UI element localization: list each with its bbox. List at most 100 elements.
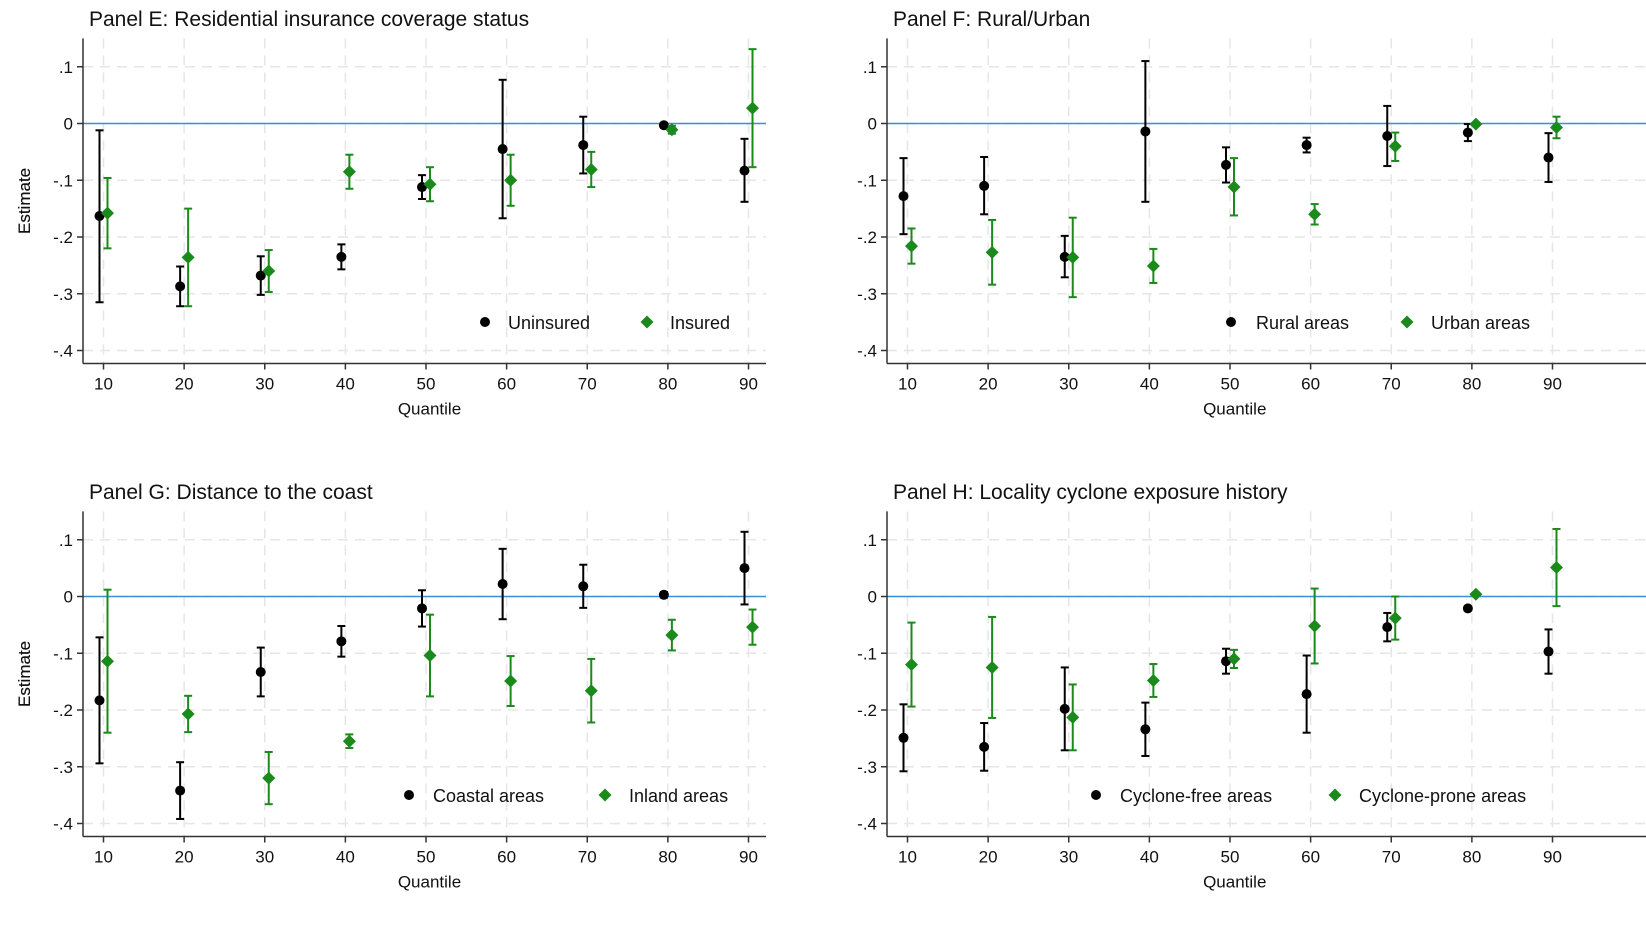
- data-point: [1550, 120, 1563, 134]
- x-tick-label: 10: [94, 375, 113, 394]
- data-point: [262, 264, 276, 278]
- data-point: [1221, 159, 1231, 170]
- data-point: [181, 250, 195, 264]
- data-point: [1388, 139, 1402, 153]
- x-tick-label: 10: [898, 375, 917, 394]
- x-tick-label: 10: [94, 848, 113, 867]
- legend-marker: [1328, 788, 1342, 802]
- data-point: [898, 732, 909, 743]
- data-point: [739, 563, 750, 574]
- data-point: [504, 173, 518, 187]
- data-point: [342, 165, 356, 179]
- x-tick-label: 10: [898, 848, 917, 867]
- x-axis-title: Quantile: [398, 873, 461, 892]
- data-point: [1388, 611, 1402, 625]
- legend-marker: [1400, 315, 1414, 329]
- data-point: [423, 177, 437, 191]
- x-tick-label: 70: [1382, 375, 1401, 394]
- data-point: [1146, 259, 1160, 273]
- x-tick-label: 80: [658, 375, 677, 394]
- data-point: [1308, 207, 1322, 221]
- y-tick-label: -.4: [857, 815, 877, 834]
- data-point: [739, 165, 750, 176]
- data-point: [336, 636, 347, 647]
- data-point: [336, 251, 347, 262]
- data-point: [665, 123, 679, 137]
- data-point: [1382, 622, 1393, 633]
- data-point: [1066, 250, 1080, 264]
- chart-title: Panel E: Residential insurance coverage …: [89, 8, 529, 31]
- legend-label: Insured: [670, 313, 730, 333]
- y-tick-label: -.4: [53, 342, 73, 361]
- x-tick-label: 90: [739, 848, 758, 867]
- data-point: [985, 660, 999, 674]
- data-point: [665, 628, 679, 642]
- y-tick-label: -.4: [857, 342, 877, 361]
- panel-0: Panel E: Residential insurance coverage …: [15, 8, 766, 419]
- data-point: [423, 649, 437, 663]
- data-point: [1462, 127, 1473, 138]
- data-point: [979, 180, 990, 191]
- data-point: [1543, 646, 1554, 657]
- data-point: [746, 101, 759, 115]
- y-tick-label: .1: [59, 531, 73, 550]
- data-point: [905, 658, 918, 672]
- data-point: [1059, 703, 1070, 714]
- y-tick-label: -.1: [857, 171, 877, 190]
- legend-label: Uninsured: [508, 313, 590, 333]
- data-point: [1301, 140, 1312, 151]
- x-tick-label: 60: [1301, 848, 1320, 867]
- data-point: [262, 771, 276, 785]
- data-point: [1140, 724, 1151, 735]
- x-tick-label: 50: [1221, 848, 1240, 867]
- y-tick-label: -.4: [53, 815, 73, 834]
- x-axis-title: Quantile: [398, 400, 461, 419]
- y-tick-label: 0: [64, 115, 73, 134]
- x-tick-label: 40: [336, 848, 355, 867]
- data-point: [1462, 603, 1473, 614]
- y-tick-label: 0: [64, 588, 73, 607]
- data-point: [94, 695, 105, 706]
- y-tick-label: 0: [868, 115, 877, 134]
- data-point: [1301, 689, 1312, 700]
- y-axis-title: Estimate: [15, 168, 34, 234]
- y-tick-label: 0: [868, 588, 877, 607]
- data-point: [101, 206, 114, 220]
- x-tick-label: 50: [417, 375, 436, 394]
- y-tick-label: .1: [863, 58, 877, 77]
- legend-marker: [480, 317, 490, 327]
- data-point: [1308, 619, 1322, 633]
- x-tick-label: 20: [175, 848, 194, 867]
- y-axis-title: Estimate: [15, 641, 34, 707]
- chart-title: Panel F: Rural/Urban: [893, 8, 1090, 31]
- legend-marker: [404, 790, 414, 800]
- x-tick-label: 60: [1301, 375, 1320, 394]
- x-axis-title: Quantile: [1203, 873, 1266, 892]
- data-point: [1550, 561, 1563, 575]
- data-point: [1059, 251, 1070, 262]
- legend-marker: [640, 315, 654, 329]
- legend-marker: [598, 788, 612, 802]
- y-tick-label: .1: [863, 531, 877, 550]
- y-tick-label: -.2: [857, 701, 877, 720]
- series-1: [101, 588, 759, 806]
- data-point: [584, 684, 598, 698]
- data-point: [1227, 180, 1241, 194]
- data-point: [1066, 710, 1080, 724]
- series-0: [94, 78, 750, 308]
- data-point: [1227, 652, 1241, 666]
- x-tick-label: 40: [1140, 375, 1159, 394]
- y-tick-label: -.3: [857, 285, 877, 304]
- y-tick-label: -.2: [53, 701, 73, 720]
- data-point: [255, 666, 266, 677]
- chart-title: Panel G: Distance to the coast: [89, 481, 373, 504]
- data-point: [175, 281, 186, 292]
- data-point: [1469, 117, 1483, 131]
- x-tick-label: 90: [739, 375, 758, 394]
- x-tick-label: 60: [497, 848, 516, 867]
- data-point: [584, 162, 598, 176]
- data-point: [504, 674, 518, 688]
- y-tick-label: -.3: [53, 758, 73, 777]
- x-tick-label: 50: [1221, 375, 1240, 394]
